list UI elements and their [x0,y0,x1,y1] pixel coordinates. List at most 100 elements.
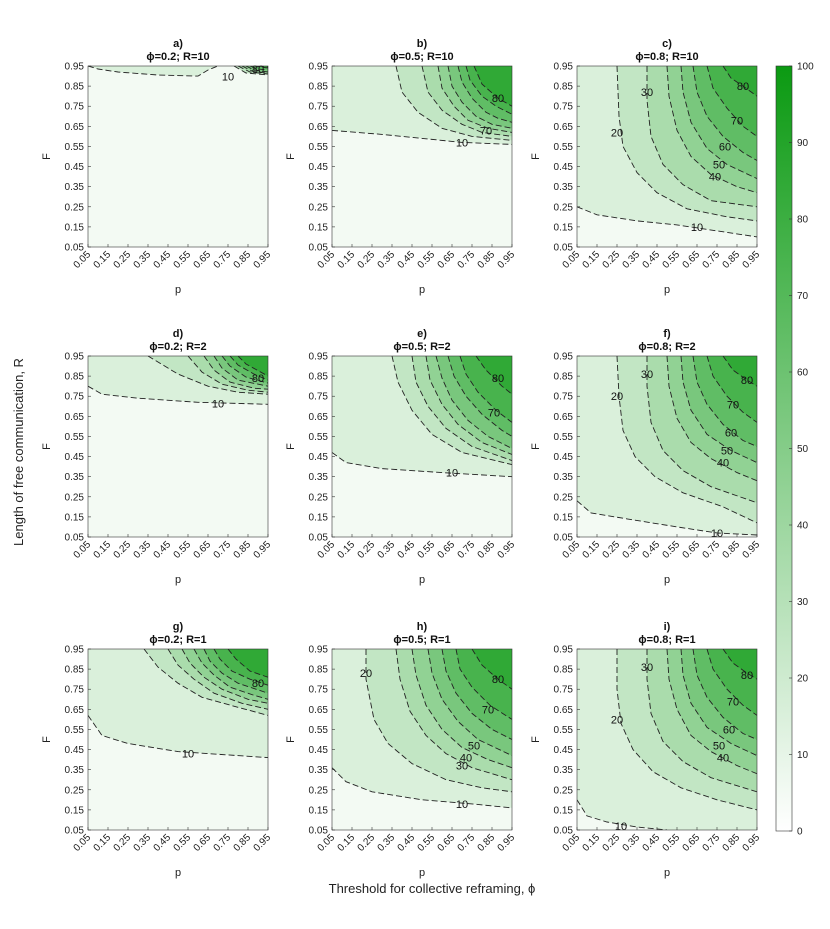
y-tick-label: 0.45 [65,745,85,756]
x-tick-label: 0.15 [92,832,114,854]
panel-ylabel: F [285,153,297,160]
y-tick-label: 0.35 [309,765,329,776]
x-tick-label: 0.55 [661,249,683,271]
x-tick-label: 0.85 [476,832,498,854]
contour-label-70: 70 [482,704,494,716]
contour-label-10: 10 [711,528,723,540]
contour-fills [577,649,757,830]
x-tick-label: 0.65 [192,249,214,271]
x-tick-label: 0.15 [581,832,603,854]
contour-line-80 [722,66,757,97]
x-tick-label: 0.45 [396,249,418,271]
contour-line-70 [213,649,268,686]
contour-label-30: 30 [641,369,653,381]
contour-line-70 [459,356,512,423]
panel-frame [87,648,269,831]
panel-title: ϕ=0.2; R=2 [149,341,206,353]
contour-line-40 [425,356,512,455]
y-tick-label: 0.65 [554,122,574,133]
contour-line-80 [227,649,268,678]
contour-line-40 [181,649,268,704]
y-tick-label: 0.95 [65,62,85,73]
panel-title: ϕ=0.5; R=10 [390,51,453,63]
contour-line-10 [577,206,757,238]
y-tick-label: 0.75 [554,685,574,696]
y-tick-label: 0.25 [554,785,574,796]
panel-c: 10203040506070800.050.150.250.350.450.55… [530,38,762,296]
contour-line-30 [646,66,757,208]
contour-band-80 [723,649,757,680]
panel-ylabel: F [530,443,542,450]
x-tick-label: 0.55 [172,832,194,854]
x-tick-label: 0.75 [456,249,478,271]
y-tick-label: 0.45 [309,162,329,173]
contour-line-30 [187,356,268,393]
x-tick-label: 0.25 [601,539,623,561]
colorbar-tick-label: 100 [797,62,814,73]
y-tick-label: 0.25 [309,492,329,503]
contour-line-20 [365,649,512,793]
contour-fills [577,66,757,237]
panel-ylabel: F [530,736,542,743]
panels-group: 10800.050.150.250.350.450.550.650.750.85… [41,38,762,879]
y-tick-label: 0.25 [65,492,85,503]
colorbar-tick-label: 0 [797,827,803,838]
x-tick-label: 0.15 [336,249,358,271]
y-tick-label: 0.05 [65,533,85,544]
contour-fills [88,649,268,758]
y-tick-label: 0.15 [309,512,329,523]
colorbar-tick-label: 50 [797,444,809,455]
contour-line-10 [332,129,512,145]
y-tick-label: 0.15 [309,805,329,816]
x-tick-label: 0.65 [681,249,703,271]
contour-label-60: 60 [723,724,735,736]
panel-xlabel: p [175,867,181,879]
panel-label: e) [417,328,427,340]
colorbar-tick-label: 80 [797,215,809,226]
contour-label-80: 80 [252,373,264,385]
x-tick-label: 0.95 [252,539,274,561]
panel-title: ϕ=0.8; R=2 [638,341,695,353]
x-tick-label: 0.15 [336,539,358,561]
x-tick-label: 0.75 [456,539,478,561]
contour-line-40 [241,66,268,74]
y-tick-label: 0.75 [65,685,85,696]
panel-label: a) [173,38,183,50]
y-tick-label: 0.85 [65,82,85,93]
contour-line-80 [471,649,512,690]
contour-line-20 [616,66,757,222]
y-tick-label: 0.05 [554,243,574,254]
contour-line-40 [437,66,512,133]
x-tick-label: 0.45 [396,832,418,854]
panel-frame [331,65,513,248]
panel-xlabel: p [664,867,670,879]
contour-line-80 [722,356,757,387]
x-tick-label: 0.55 [661,832,683,854]
x-tick-label: 0.15 [336,832,358,854]
x-tick-label: 0.95 [496,832,518,854]
y-tick-label: 0.05 [309,533,329,544]
figure-ylabel: Length of free communication, R [11,358,26,546]
y-tick-label: 0.25 [554,492,574,503]
y-tick-label: 0.95 [309,62,329,73]
y-tick-label: 0.35 [554,765,574,776]
panel-frame [576,355,758,538]
y-tick-label: 0.75 [65,102,85,113]
contour-line-30 [646,649,757,793]
x-tick-label: 0.65 [436,832,458,854]
contour-line-20 [391,356,512,466]
y-tick-label: 0.85 [554,665,574,676]
y-tick-label: 0.95 [65,645,85,656]
y-tick-label: 0.85 [554,82,574,93]
y-tick-label: 0.95 [65,352,85,363]
contour-label-70: 70 [727,696,739,708]
panel-title: ϕ=0.8; R=1 [638,634,695,646]
x-tick-label: 0.95 [252,249,274,271]
panel-label: h) [417,621,428,633]
x-tick-label: 0.95 [496,249,518,271]
x-tick-label: 0.85 [721,539,743,561]
contour-band-80 [238,356,268,377]
panel-xlabel: p [419,284,425,296]
contour-label-60: 60 [719,141,731,153]
contour-label-30: 30 [641,87,653,99]
